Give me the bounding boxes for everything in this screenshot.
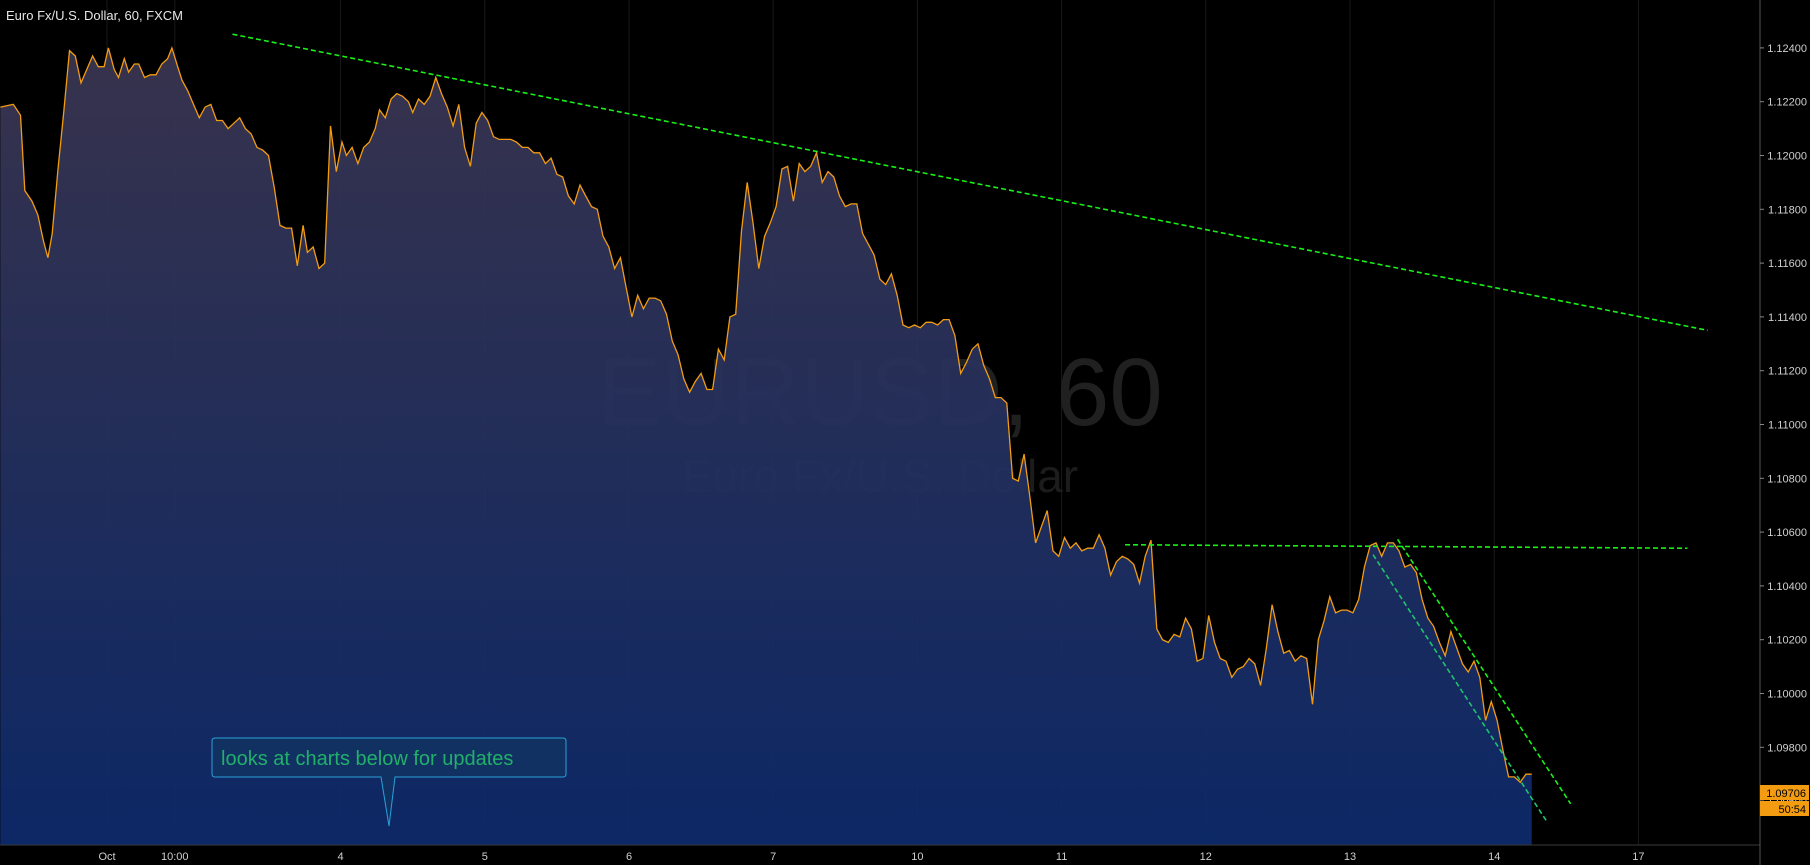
- y-tick-label: 1.10400: [1767, 581, 1807, 593]
- bar-timer: 50:54: [1778, 804, 1806, 816]
- callout[interactable]: looks at charts below for updates: [211, 737, 567, 827]
- y-tick-label: 1.11400: [1768, 312, 1807, 324]
- x-tick-label: 17: [1632, 851, 1644, 863]
- y-tick-label: 1.11200: [1768, 366, 1807, 378]
- callout-bubble[interactable]: [211, 737, 567, 827]
- y-tick-label: 1.11800: [1768, 204, 1807, 216]
- y-tick-label: 1.12000: [1767, 151, 1807, 163]
- x-tick-label: 5: [482, 851, 488, 863]
- bar-timer-tag: [1760, 801, 1809, 816]
- x-tick-label: 4: [338, 851, 344, 863]
- last-price-marker: 1.09706 50:54: [1760, 785, 1809, 816]
- callout-text: looks at charts below for updates: [221, 748, 513, 770]
- y-tick-label: 1.11000: [1768, 420, 1807, 432]
- y-axis: 1.12600 1.12400 1.12200 1.12000 1.11800 1.116…: [1759, 0, 1810, 865]
- trendline[interactable]: [1125, 543, 1688, 550]
- last-price-value: 1.09706: [1766, 788, 1806, 800]
- price-series-line: [0, 45, 1532, 784]
- trendline[interactable]: [1372, 554, 1549, 824]
- y-tick-label: 1.12200: [1767, 97, 1807, 109]
- x-tick-label: 10: [911, 851, 923, 863]
- x-axis-band: [0, 845, 1760, 865]
- last-price-tag: [1760, 785, 1809, 800]
- y-tick-label: 1.12400: [1767, 43, 1807, 55]
- y-tick-label: 1.10000: [1767, 689, 1807, 701]
- x-tick-label: 7: [770, 851, 776, 863]
- chart-title: Euro Fx/U.S. Dollar, 60, FXCM: [6, 8, 183, 23]
- y-tick-label: 1.11600: [1768, 258, 1807, 270]
- trendlines[interactable]: [232, 33, 1708, 824]
- y-tick-label: 1.10800: [1767, 473, 1807, 485]
- x-tick-label: 14: [1488, 851, 1500, 863]
- y-axis-band: [1760, 0, 1810, 865]
- price-area-fill: [0, 47, 1532, 845]
- y-axis-ticks: 1.12600 1.12400 1.12200 1.12000 1.11800 1.116…: [1760, 0, 1807, 808]
- x-tick-label: 10:00: [161, 851, 189, 863]
- y-tick-label: 1.09800: [1767, 742, 1807, 754]
- y-tick-label: 1.12600: [1767, 0, 1807, 1]
- x-tick-label: 13: [1344, 851, 1356, 863]
- x-tick-label: 6: [626, 851, 632, 863]
- x-tick-label: 12: [1200, 851, 1212, 863]
- trendline[interactable]: [232, 33, 1708, 332]
- x-tick-label: Oct: [98, 851, 115, 863]
- y-tick-label: 1.10600: [1767, 527, 1807, 539]
- y-tick-label: 1.10200: [1767, 635, 1807, 647]
- x-tick-label: 11: [1056, 851, 1067, 863]
- trendline[interactable]: [1396, 538, 1572, 805]
